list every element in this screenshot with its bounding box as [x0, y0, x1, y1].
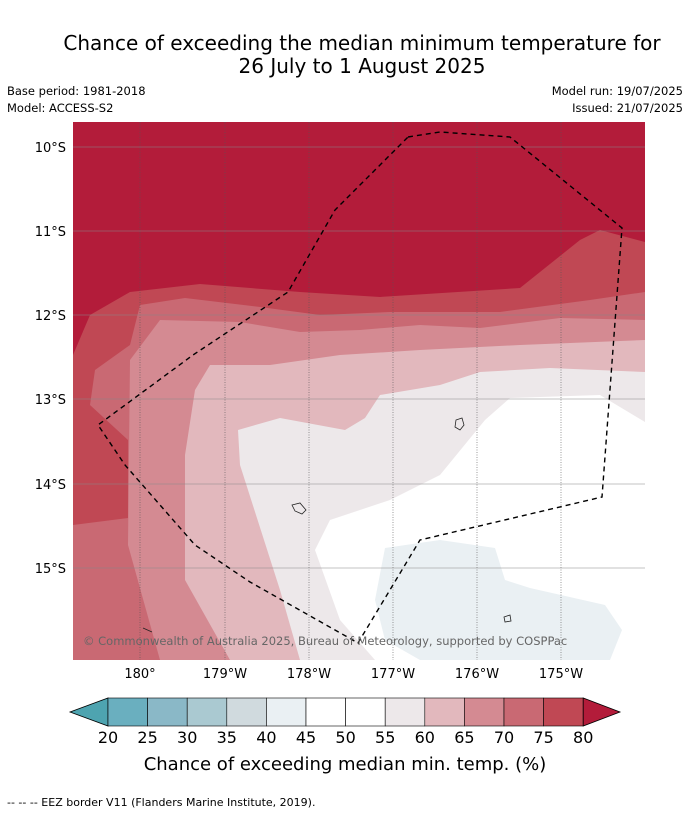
colorbar-segment — [543, 697, 584, 727]
colorbar-tick-label: 35 — [217, 728, 237, 747]
colorbar-label: Chance of exceeding median min. temp. (%… — [144, 754, 547, 775]
colorbar-segment — [107, 697, 148, 727]
colorbar-tick-label: 80 — [573, 728, 593, 747]
colorbar-tick-label: 70 — [494, 728, 514, 747]
lon-label: 177°W — [371, 667, 415, 682]
colorbar-tick-label: 20 — [98, 728, 118, 747]
title-line-2: 26 July to 1 August 2025 — [238, 54, 486, 78]
band-40-45 — [375, 540, 622, 660]
meta-right: Model run: 19/07/2025 Issued: 21/07/2025 — [552, 83, 683, 117]
colorbar-ticks: 20 25 30 35 40 45 50 55 60 65 70 75 80 — [98, 728, 594, 747]
lon-label: 179°W — [203, 667, 247, 682]
colorbar-extend-high — [582, 697, 622, 727]
colorbar-segment — [266, 697, 307, 727]
eez-border — [97, 131, 623, 644]
model-name: Model: ACCESS-S2 — [7, 101, 114, 115]
chart-title: Chance of exceeding the median minimum t… — [0, 32, 690, 78]
title-line-1: Chance of exceeding the median minimum t… — [63, 31, 661, 55]
latitude-labels: 10°S 11°S 12°S 13°S 14°S 15°S — [35, 141, 66, 577]
colorbar-segment — [503, 697, 544, 727]
colorbar-segment — [424, 697, 465, 727]
meta-left: Base period: 1981-2018 Model: ACCESS-S2 — [7, 83, 146, 117]
lat-label: 10°S — [35, 141, 66, 156]
colorbar-tick-label: 55 — [375, 728, 395, 747]
colorbar-tick-label: 45 — [296, 728, 316, 747]
issued-date: Issued: 21/07/2025 — [572, 101, 683, 115]
colorbar-tick-label: 75 — [533, 728, 553, 747]
lat-label: 14°S — [35, 478, 66, 493]
colorbar-segment — [464, 697, 505, 727]
colorbar-tick-label: 25 — [137, 728, 157, 747]
model-run: Model run: 19/07/2025 — [551, 84, 683, 98]
colorbar-segment — [147, 697, 188, 727]
lat-label: 15°S — [35, 562, 66, 577]
lon-label: 175°W — [539, 667, 583, 682]
colorbar-extend-low — [68, 697, 109, 727]
colorbar-tick-label: 65 — [454, 728, 474, 747]
colorbar-segment — [345, 697, 386, 727]
lon-label: 180° — [124, 667, 155, 682]
colorbar-segment — [226, 697, 267, 727]
colorbar-segment — [305, 697, 346, 727]
probability-field — [73, 122, 645, 660]
map-gridlines — [139, 122, 562, 660]
colorbar-tick-label: 60 — [415, 728, 435, 747]
colorbar-tick-label: 50 — [335, 728, 355, 747]
colorbar-tick-label: 40 — [256, 728, 276, 747]
islands — [142, 417, 512, 633]
colorbar — [68, 697, 622, 727]
colorbar-segment — [384, 697, 426, 727]
colorbar-tick-label: 30 — [177, 728, 197, 747]
latitude-lines — [73, 146, 645, 569]
longitude-labels: 180° 179°W 178°W 177°W 176°W 175°W — [124, 667, 583, 682]
eez-legend-footer: -- -- -- EEZ border V11 (Flanders Marine… — [7, 796, 316, 809]
lon-label: 178°W — [287, 667, 331, 682]
colorbar-segment — [186, 697, 228, 727]
forecast-map: © Commonwealth of Australia 2025, Bureau… — [35, 122, 645, 775]
copyright-notice: © Commonwealth of Australia 2025, Bureau… — [83, 634, 567, 648]
base-period: Base period: 1981-2018 — [7, 84, 146, 98]
lat-label: 12°S — [35, 309, 66, 324]
lat-label: 13°S — [35, 393, 66, 408]
lat-label: 11°S — [35, 225, 66, 240]
lon-label: 176°W — [455, 667, 499, 682]
